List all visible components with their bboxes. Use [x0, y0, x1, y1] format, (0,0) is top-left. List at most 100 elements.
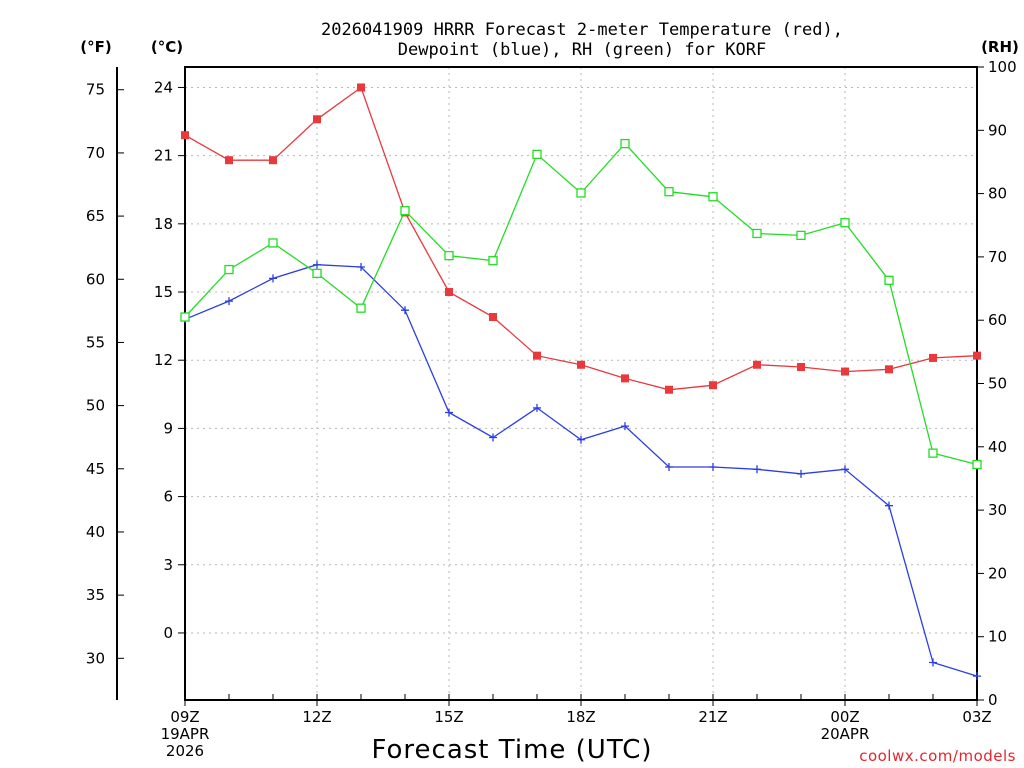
rh-point [356, 303, 366, 313]
dewpoint-point [489, 433, 497, 442]
rh-unit-label: (RH) [981, 38, 1019, 56]
rh-tick-label: 0 [988, 691, 998, 709]
temperature-point [753, 360, 761, 369]
rh-point [180, 312, 190, 322]
fahrenheit-tick-label: 35 [86, 586, 105, 604]
series-dewpoint [181, 260, 981, 681]
x-axis-label: Forecast Time (UTC) [371, 735, 652, 765]
x-tick-label: 00Z [830, 708, 859, 726]
celsius-tick-label: 12 [154, 351, 173, 369]
x-tick-label: 2026 [166, 742, 204, 760]
temperature-point [973, 351, 981, 360]
rh-point [532, 149, 542, 160]
rh-point [444, 250, 454, 261]
temperature-point [665, 385, 673, 394]
grid-lines [184, 67, 978, 700]
rh-point [884, 275, 894, 285]
celsius-tick-label: 24 [154, 78, 173, 96]
fahrenheit-tick-label: 50 [86, 397, 105, 415]
fahrenheit-tick-label: 70 [86, 144, 105, 162]
dewpoint-point [313, 260, 321, 269]
dewpoint-point [929, 658, 937, 667]
fahrenheit-tick-label: 65 [86, 207, 105, 225]
celsius-tick-label: 6 [163, 488, 173, 506]
dewpoint-point [357, 263, 365, 272]
dewpoint-point [533, 403, 541, 412]
temperature-point [225, 156, 233, 165]
dewpoint-point [401, 306, 409, 315]
rh-tick-label: 70 [988, 248, 1007, 266]
dewpoint-point [225, 297, 233, 306]
series-rh [180, 138, 982, 470]
dewpoint-point [665, 463, 673, 472]
celsius-tick-label: 9 [163, 419, 173, 437]
dewpoint-point [973, 672, 981, 681]
temperature-point [445, 288, 453, 297]
rh-tick-label: 100 [988, 58, 1017, 76]
rh-point [576, 188, 586, 198]
temperature-point [929, 353, 937, 362]
rh-point [928, 448, 938, 458]
celsius-tick-label: 18 [154, 215, 173, 233]
celsius-tick-label: 21 [154, 147, 173, 165]
credit-label: coolwx.com/models [859, 747, 1016, 765]
rh-point [620, 138, 630, 149]
rh-point [268, 238, 278, 248]
rh-tick-label: 40 [988, 438, 1007, 456]
fahrenheit-tick-label: 30 [86, 649, 105, 667]
dewpoint-point [797, 469, 805, 478]
x-tick-label: 21Z [698, 708, 727, 726]
plot-frame [184, 66, 978, 701]
rh-tick-label: 10 [988, 628, 1007, 646]
axis-ticks: 0 3 6 9 12 15 18 21 24 30 35 40 45 50 55 60 65 70 75 0 10 20 3… [86, 58, 1017, 760]
temperature-point [885, 365, 893, 374]
fahrenheit-tick-label: 75 [86, 81, 105, 99]
dewpoint-point [753, 465, 761, 474]
rh-tick-label: 50 [988, 375, 1007, 393]
temperature-point [841, 367, 849, 376]
x-tick-label: 18Z [566, 708, 595, 726]
x-tick-label: 20APR [821, 725, 870, 743]
fahrenheit-tick-label: 55 [86, 333, 105, 351]
fahrenheit-tick-label: 40 [86, 523, 105, 541]
rh-tick-label: 60 [988, 311, 1007, 329]
rh-point [664, 187, 674, 197]
fahrenheit-tick-label: 45 [86, 460, 105, 478]
temperature-point [533, 351, 541, 360]
x-tick-label: 19APR [161, 725, 210, 743]
axes [116, 66, 978, 701]
rh-point [752, 228, 762, 239]
temperature-point [269, 156, 277, 165]
rh-tick-label: 90 [988, 121, 1007, 139]
rh-tick-label: 30 [988, 501, 1007, 519]
temperature-point [577, 360, 585, 369]
rh-point [972, 459, 982, 470]
temperature-point [489, 313, 497, 322]
celsius-unit-label: (°C) [151, 38, 183, 56]
rh-point [400, 206, 410, 216]
temperature-point [709, 381, 717, 390]
x-tick-label: 12Z [302, 708, 331, 726]
temperature-point [357, 83, 365, 92]
celsius-tick-label: 0 [163, 624, 173, 642]
x-tick-label: 15Z [434, 708, 463, 726]
x-tick-label: 09Z [170, 708, 199, 726]
series-temperature [181, 83, 981, 394]
fahrenheit-unit-label: (°F) [80, 38, 111, 56]
rh-point [840, 218, 850, 228]
dewpoint-point [841, 465, 849, 474]
rh-point [312, 268, 322, 279]
rh-tick-label: 80 [988, 185, 1007, 203]
rh-tick-label: 20 [988, 564, 1007, 582]
dewpoint-point [621, 422, 629, 431]
rh-point [224, 264, 234, 275]
temperature-point [621, 374, 629, 383]
dewpoint-point [445, 408, 453, 417]
dewpoint-point [885, 501, 893, 510]
chart-title-line1: 2026041909 HRRR Forecast 2-meter Tempera… [321, 20, 843, 40]
chart-title-line2: Dewpoint (blue), RH (green) for KORF [398, 40, 766, 60]
dewpoint-point [577, 435, 585, 444]
celsius-tick-label: 15 [154, 283, 173, 301]
rh-point [796, 230, 806, 241]
